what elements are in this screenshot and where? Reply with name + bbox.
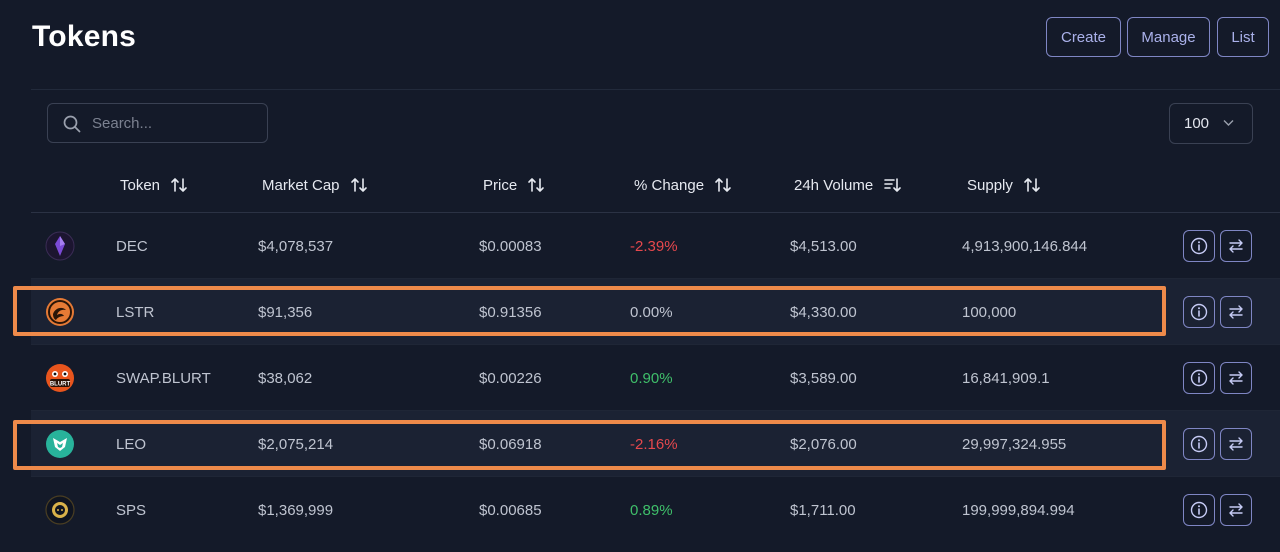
row-divider	[31, 344, 1280, 345]
swap-arrows-icon	[1229, 437, 1243, 451]
info-icon	[1190, 435, 1208, 453]
sort-arrows-icon	[715, 178, 731, 192]
price-value: $0.06918	[479, 435, 542, 453]
column-label-token: Token	[120, 176, 161, 194]
svg-text:BLURT: BLURT	[50, 381, 71, 387]
info-button[interactable]	[1183, 296, 1215, 328]
sort-descending-icon	[884, 178, 902, 192]
price-value: $0.91356	[479, 303, 542, 321]
change-value: 0.89%	[630, 501, 673, 519]
info-icon	[1190, 369, 1208, 387]
manage-button[interactable]: Manage	[1127, 17, 1210, 57]
price-value: $0.00083	[479, 237, 542, 255]
volume-value: $4,513.00	[790, 237, 857, 255]
table-row: LSTR $91,356 $0.91356 0.00% $4,330.00 10…	[31, 279, 1280, 345]
column-label-volume: 24h Volume	[794, 176, 874, 194]
price-value: $0.00226	[479, 369, 542, 387]
change-value: 0.90%	[630, 369, 673, 387]
column-header-volume[interactable]: 24h Volume	[794, 174, 902, 196]
info-icon	[1190, 303, 1208, 321]
volume-value: $2,076.00	[790, 435, 857, 453]
column-header-price[interactable]: Price	[483, 174, 545, 196]
swap-arrows-icon	[1229, 305, 1243, 319]
change-value: -2.16%	[630, 435, 678, 453]
column-label-price: Price	[483, 176, 518, 194]
row-divider	[31, 278, 1280, 279]
market-cap-value: $1,369,999	[258, 501, 334, 519]
supply-value: 16,841,909.1	[962, 369, 1050, 387]
swap-arrows-icon	[1229, 503, 1243, 517]
blurt-face-icon: BLURT	[45, 345, 75, 411]
header-divider	[31, 89, 1280, 90]
column-header-token[interactable]: Token	[120, 174, 188, 196]
column-header-change[interactable]: % Change	[634, 174, 732, 196]
sort-arrows-icon	[1024, 178, 1040, 192]
info-icon	[1190, 237, 1208, 255]
token-name[interactable]: SPS	[116, 501, 147, 519]
supply-value: 100,000	[962, 303, 1017, 321]
info-button[interactable]	[1183, 428, 1215, 460]
sort-arrows-icon	[528, 178, 544, 192]
supply-value: 4,913,900,146.844	[962, 237, 1088, 255]
market-cap-value: $2,075,214	[258, 435, 334, 453]
row-divider	[31, 410, 1280, 411]
search-box	[47, 103, 268, 143]
column-header-market-cap[interactable]: Market Cap	[262, 174, 368, 196]
leo-lion-icon	[45, 411, 75, 477]
table-row: DEC $4,078,537 $0.00083 -2.39% $4,513.00…	[31, 213, 1280, 279]
search-input[interactable]	[92, 104, 262, 142]
search-icon	[63, 115, 81, 133]
volume-value: $3,589.00	[790, 369, 857, 387]
lstr-swirl-icon	[45, 279, 75, 345]
swap-button[interactable]	[1220, 428, 1252, 460]
info-button[interactable]	[1183, 494, 1215, 526]
row-divider	[31, 476, 1280, 477]
volume-value: $4,330.00	[790, 303, 857, 321]
column-label-market-cap: Market Cap	[262, 176, 340, 194]
price-value: $0.00685	[479, 501, 542, 519]
token-name[interactable]: SWAP.BLURT	[116, 369, 211, 387]
volume-value: $1,711.00	[790, 501, 856, 519]
sort-arrows-icon	[171, 178, 187, 192]
token-name[interactable]: DEC	[116, 237, 148, 255]
dec-crystal-icon	[45, 213, 75, 279]
swap-arrows-icon	[1229, 371, 1243, 385]
market-cap-value: $4,078,537	[258, 237, 334, 255]
supply-value: 199,999,894.994	[962, 501, 1075, 519]
token-name[interactable]: LEO	[116, 435, 147, 453]
market-cap-value: $91,356	[258, 303, 313, 321]
list-button[interactable]: List	[1217, 17, 1269, 57]
column-label-supply: Supply	[967, 176, 1013, 194]
column-header-supply[interactable]: Supply	[967, 174, 1041, 196]
info-button[interactable]	[1183, 362, 1215, 394]
swap-arrows-icon	[1229, 239, 1243, 253]
change-value: -2.39%	[630, 237, 678, 255]
info-button[interactable]	[1183, 230, 1215, 262]
market-cap-value: $38,062	[258, 369, 313, 387]
chevron-down-icon	[1223, 120, 1234, 126]
table-row: BLURT SWAP.BLURT $38,062 $0.00226 0.90% …	[31, 345, 1280, 411]
supply-value: 29,997,324.955	[962, 435, 1067, 453]
swap-button[interactable]	[1220, 494, 1252, 526]
column-label-change: % Change	[634, 176, 705, 194]
page-size-select[interactable]: 100	[1169, 103, 1253, 144]
table-row: LEO $2,075,214 $0.06918 -2.16% $2,076.00…	[31, 411, 1280, 477]
swap-button[interactable]	[1220, 230, 1252, 262]
table-header-divider	[31, 212, 1280, 213]
swap-button[interactable]	[1220, 362, 1252, 394]
sps-coin-icon	[45, 477, 75, 543]
token-name[interactable]: LSTR	[116, 303, 155, 321]
info-icon	[1190, 501, 1208, 519]
page-size-value: 100	[1184, 115, 1210, 132]
page-title: Tokens	[32, 20, 137, 53]
table-row: SPS $1,369,999 $0.00685 0.89% $1,711.00 …	[31, 477, 1280, 543]
sort-arrows-icon	[350, 178, 367, 192]
swap-button[interactable]	[1220, 296, 1252, 328]
change-value: 0.00%	[630, 303, 673, 321]
create-button[interactable]: Create	[1046, 17, 1121, 57]
